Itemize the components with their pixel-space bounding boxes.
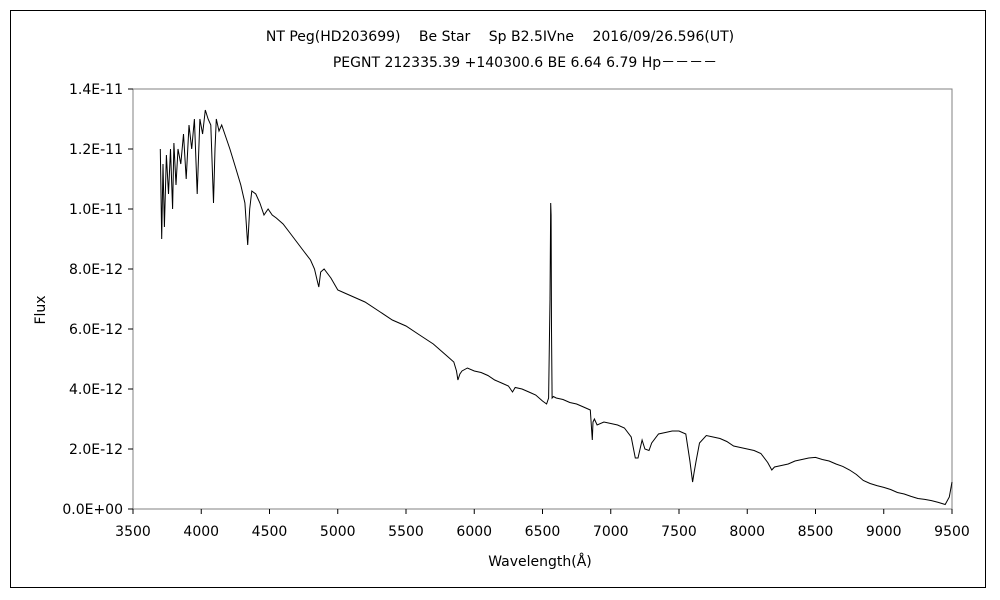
y-tick-label: 8.0E-12 xyxy=(69,262,123,278)
chart-title-line2: PEGNT 212335.39 +140300.6 BE 6.64 6.79 H… xyxy=(333,55,717,71)
x-tick-label: 8000 xyxy=(729,524,765,540)
y-tick-label: 6.0E-12 xyxy=(69,322,123,338)
y-tick-label: 4.0E-12 xyxy=(69,382,123,398)
x-axis-label: Wavelength(Å) xyxy=(488,553,592,570)
x-tick-label: 3500 xyxy=(115,524,151,540)
x-axis-ticks: 3500 4000 4500 5000 5500 6000 6500 7000 7500 8000… xyxy=(115,509,970,540)
chart-frame xyxy=(10,10,986,588)
series-line xyxy=(159,109,953,506)
y-tick-label: 0.0E+00 xyxy=(62,502,123,518)
x-tick-label: 5500 xyxy=(388,524,424,540)
y-tick-label: 2.0E-12 xyxy=(69,442,123,458)
x-tick-label: 5000 xyxy=(320,524,356,540)
y-tick-label: 1.4E-11 xyxy=(69,82,123,98)
x-tick-label: 6000 xyxy=(456,524,492,540)
x-tick-label: 6500 xyxy=(525,524,561,540)
x-tick-label: 7000 xyxy=(593,524,629,540)
y-axis-label: Flux xyxy=(33,295,49,324)
x-tick-label: 4500 xyxy=(252,524,288,540)
chart-title-line1: NT Peg(HD203699) Be Star Sp B2.5IVne 201… xyxy=(266,29,734,45)
x-tick-label: 9500 xyxy=(934,524,970,540)
y-tick-label: 1.2E-11 xyxy=(69,142,123,158)
y-axis-ticks: 0.0E+00 2.0E-12 4.0E-12 6.0E-12 8.0E-12 1.0E-… xyxy=(62,82,133,518)
x-tick-label: 4000 xyxy=(183,524,219,540)
x-tick-label: 9000 xyxy=(866,524,902,540)
x-tick-label: 7500 xyxy=(661,524,697,540)
plot-area xyxy=(132,88,953,510)
y-tick-label: 1.0E-11 xyxy=(69,202,123,218)
x-tick-label: 8500 xyxy=(798,524,834,540)
